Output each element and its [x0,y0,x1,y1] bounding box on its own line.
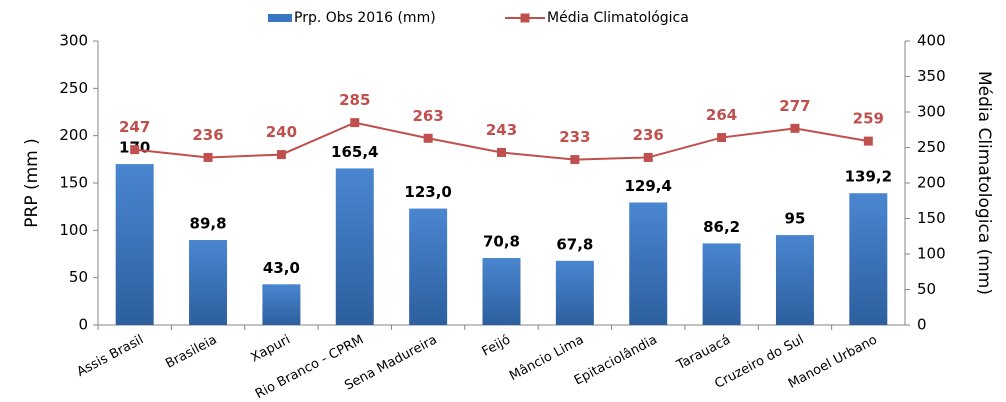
value-label: 165,4 [331,143,378,161]
x-tick-label: Feijó [480,332,514,359]
x-tick-label: Xapuri [249,332,293,365]
bar [482,257,521,325]
y-axis-title: PRP (mm ) [22,138,42,228]
y-tick-label: 100 [59,221,88,239]
y-tick-label: 200 [59,126,88,144]
bar [702,243,741,325]
y2-axis-title: Média Climatologica (mm) [974,71,994,295]
value-label: 67,8 [556,235,593,253]
line-marker [790,123,800,133]
legend-marker [520,13,530,23]
x-tick-label: Epitaciolândia [572,332,660,388]
value-label: 139,2 [845,168,892,186]
bar [262,284,301,325]
value-label-bg [552,234,597,253]
line-marker [643,152,653,162]
line-marker [497,147,506,157]
line-value-label: 247 [119,118,150,136]
line-value-label: 243 [486,121,517,139]
y-tick-label: 300 [59,32,88,50]
value-label: 86,2 [703,218,740,236]
value-label-bg [772,209,817,228]
value-label: 89,8 [190,214,227,232]
line-value-label: 259 [853,110,884,128]
y-tick-label: 0 [78,316,88,334]
line-value-label: 263 [412,107,443,125]
legend-swatch [268,14,292,22]
line-marker [423,133,433,143]
value-label: 129,4 [625,177,672,195]
x-tick-label: Brasileia [163,332,219,371]
bar [775,235,814,325]
line-marker [350,118,360,128]
y2-tick-label: 300 [917,103,946,121]
bar [629,202,668,325]
line-value-label: 236 [633,126,664,144]
x-tick-label: Tarauacá [674,332,733,373]
value-label: 70,8 [483,232,520,250]
line-value-label: 285 [339,91,370,109]
value-label: 43,0 [263,259,300,277]
x-tick-label: Assis Brasil [75,332,147,380]
bar [115,164,154,325]
y2-tick-label: 0 [917,316,927,334]
line-value-label: 277 [779,97,810,115]
value-label-bg [259,258,304,277]
value-label-bg [186,213,231,232]
line-marker [130,145,140,155]
line-marker [276,150,286,160]
line-marker [203,152,213,162]
y2-tick-label: 50 [917,280,936,298]
value-label-bg [846,167,891,186]
line-value-label: 264 [706,106,737,124]
bar [849,193,888,325]
value-label-bg [626,176,671,195]
bar [189,239,228,325]
legend-label: Prp. Obs 2016 (mm) [294,10,436,26]
line-value-label: 240 [266,123,297,141]
bar [335,168,374,325]
y2-tick-label: 100 [917,245,946,263]
line-marker [863,136,873,146]
line-value-label: 233 [559,128,590,146]
bar [555,260,594,325]
y2-tick-label: 250 [917,138,946,156]
value-label: 95 [785,210,806,228]
y2-tick-label: 150 [917,209,946,227]
y2-tick-label: 200 [917,174,946,192]
y-tick-label: 250 [59,79,88,97]
value-label-bg [699,217,744,236]
legend-label: Média Climatológica [547,10,689,26]
y2-tick-label: 350 [917,67,946,85]
value-label-bg [479,231,524,250]
bar [409,208,448,325]
value-label: 123,0 [404,183,451,201]
y-tick-label: 150 [59,174,88,192]
line-value-label: 236 [192,126,223,144]
value-label-bg [406,182,451,201]
line-marker [717,133,727,143]
y-tick-label: 50 [69,268,88,286]
value-label-bg [332,142,377,161]
line-marker [570,155,580,165]
y2-tick-label: 400 [917,32,946,50]
